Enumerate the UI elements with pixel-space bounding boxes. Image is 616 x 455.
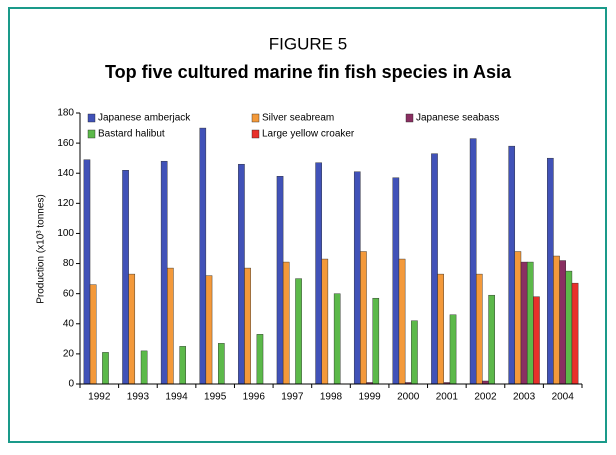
y-tick-label: 60 bbox=[63, 288, 75, 299]
bar bbox=[353, 171, 361, 385]
y-tick-label: 100 bbox=[57, 228, 74, 239]
x-tick-label: 1992 bbox=[88, 392, 111, 403]
y-tick-label: 40 bbox=[63, 318, 75, 329]
bar bbox=[526, 261, 534, 385]
y-tick-label: 140 bbox=[57, 168, 74, 179]
x-tick-label: 1998 bbox=[320, 392, 343, 403]
bar bbox=[160, 160, 168, 385]
chart-title: FIGURE 5 bbox=[269, 34, 347, 53]
bar bbox=[315, 162, 322, 385]
legend-label: Japanese seabass bbox=[416, 113, 499, 124]
bar bbox=[469, 138, 477, 385]
bar bbox=[167, 267, 174, 385]
bar bbox=[411, 320, 418, 385]
x-tick-label: 1999 bbox=[358, 392, 381, 403]
legend-label: Silver seabream bbox=[262, 113, 334, 124]
x-tick-label: 1995 bbox=[204, 392, 227, 403]
bar bbox=[321, 258, 329, 385]
x-tick-label: 1993 bbox=[127, 392, 150, 403]
legend-label: Bastard halibut bbox=[98, 129, 165, 140]
legend-swatch bbox=[87, 129, 96, 139]
y-axis-label: Production (x10³ tonnes) bbox=[36, 194, 47, 304]
y-tick-label: 160 bbox=[57, 138, 74, 149]
bar bbox=[449, 314, 457, 385]
bar bbox=[571, 282, 579, 385]
chart-subtitle: Top five cultured marine fin fish specie… bbox=[105, 62, 512, 82]
bar bbox=[559, 260, 566, 385]
bar bbox=[179, 346, 187, 385]
bar bbox=[128, 273, 136, 385]
y-tick-label: 180 bbox=[57, 108, 74, 119]
frame bbox=[8, 7, 607, 443]
y-tick-label: 0 bbox=[68, 379, 74, 390]
x-tick-label: 2000 bbox=[397, 392, 420, 403]
bar bbox=[256, 334, 264, 385]
x-tick-label: 2004 bbox=[552, 392, 575, 403]
bar bbox=[437, 273, 444, 385]
legend-label: Large yellow croaker bbox=[262, 129, 355, 140]
bar bbox=[565, 270, 573, 385]
bar bbox=[199, 127, 207, 385]
x-tick-label: 1997 bbox=[281, 392, 304, 403]
x-tick-label: 2002 bbox=[474, 392, 497, 403]
legend-swatch bbox=[87, 113, 96, 123]
y-tick-label: 80 bbox=[63, 258, 75, 269]
bar bbox=[533, 296, 540, 385]
y-tick-label: 20 bbox=[63, 349, 75, 360]
bar bbox=[372, 297, 380, 385]
bar bbox=[475, 273, 483, 385]
bar bbox=[520, 261, 528, 385]
bar bbox=[140, 350, 148, 385]
bar bbox=[488, 294, 495, 385]
bar bbox=[83, 159, 91, 385]
legend-swatch bbox=[251, 129, 260, 139]
x-tick-label: 2003 bbox=[513, 392, 536, 403]
bar bbox=[431, 153, 438, 385]
bar bbox=[276, 176, 284, 385]
legend-swatch bbox=[251, 113, 260, 123]
bar bbox=[295, 278, 302, 385]
bar bbox=[89, 284, 97, 385]
bar bbox=[333, 293, 341, 385]
legend-swatch bbox=[405, 113, 414, 123]
bar bbox=[514, 251, 522, 385]
y-tick-label: 120 bbox=[57, 198, 74, 209]
bar bbox=[238, 163, 245, 385]
bar bbox=[360, 251, 367, 385]
bar bbox=[102, 352, 109, 385]
bar bbox=[205, 275, 213, 385]
bar bbox=[122, 170, 129, 385]
bar bbox=[398, 258, 406, 385]
x-tick-label: 1996 bbox=[243, 392, 266, 403]
x-tick-label: 1994 bbox=[165, 392, 188, 403]
bar bbox=[392, 177, 400, 385]
bar bbox=[508, 145, 516, 385]
bar bbox=[282, 261, 290, 385]
legend-label: Japanese amberjack bbox=[98, 113, 191, 124]
bar bbox=[244, 267, 251, 385]
x-tick-label: 2001 bbox=[436, 392, 459, 403]
bar bbox=[547, 157, 554, 385]
bar bbox=[553, 255, 560, 385]
bar bbox=[218, 343, 225, 385]
